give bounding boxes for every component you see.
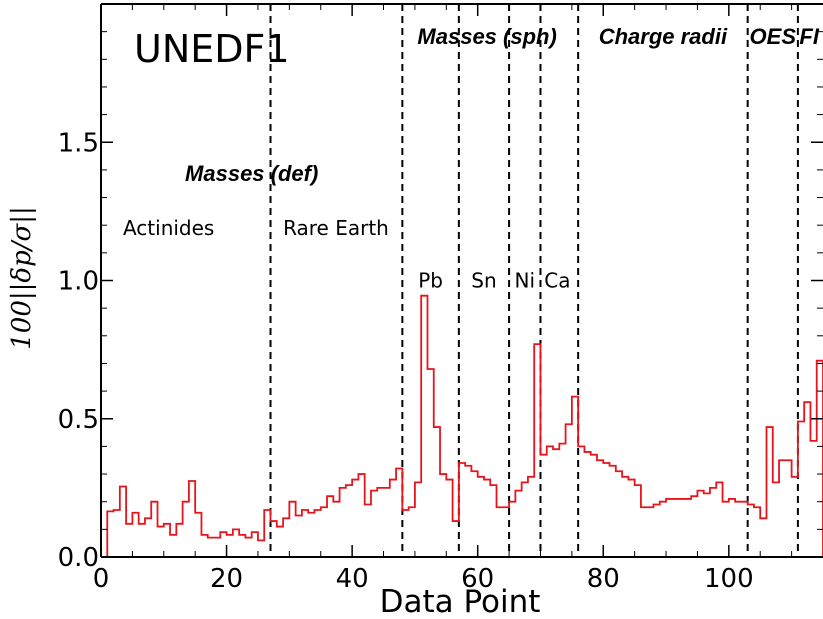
x-tick-label: 20	[210, 564, 243, 594]
region-label: Rare Earth	[283, 216, 389, 240]
group-label: Charge radii	[599, 24, 728, 49]
y-tick-label: 0.0	[58, 543, 99, 573]
group-label: OES	[750, 24, 797, 49]
y-tick-label: 0.5	[58, 405, 99, 435]
plot-area: 0 20 40 60 80 100 0.0 0.5 1.0 1.5 Masses (def) Mass…	[58, 3, 823, 594]
region-label: Actinides	[123, 216, 214, 240]
region-label: Ni	[515, 268, 536, 292]
group-label: Masses (def)	[185, 161, 318, 186]
region-label: Sn	[471, 268, 496, 292]
chart-text: UNEDF1 Data Point 100||δp/σ||	[7, 27, 540, 619]
x-tick-label: 80	[587, 564, 620, 594]
x-tick-label: 0	[93, 564, 110, 594]
chart-title: UNEDF1	[134, 27, 290, 71]
x-tick-label: 40	[336, 564, 369, 594]
y-tick-label: 1.5	[58, 128, 99, 158]
y-tick-label: 1.0	[58, 267, 99, 297]
region-label: Ca	[544, 268, 570, 292]
group-label: FI	[799, 24, 819, 49]
region-label: Pb	[418, 268, 443, 292]
x-tick-label: 100	[704, 564, 754, 594]
x-axis-label: Data Point	[380, 584, 541, 619]
x-tick-label: 60	[461, 564, 494, 594]
group-label: Masses (sph)	[417, 24, 556, 49]
data-series-line	[106, 294, 823, 557]
y-axis-label: 100||δp/σ||	[7, 206, 37, 349]
